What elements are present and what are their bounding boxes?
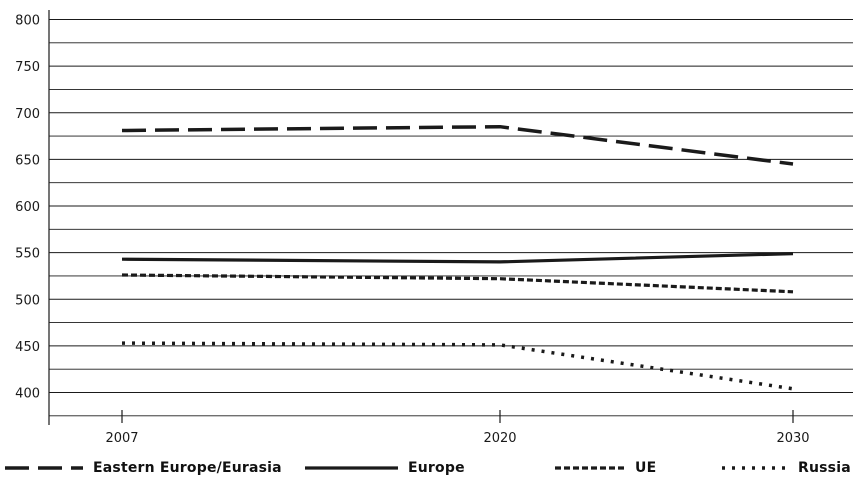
legend-label: Russia	[798, 460, 851, 476]
series-lines	[121, 124, 794, 391]
legend-label: Eastern Europe/Eurasia	[93, 460, 282, 476]
y-tick-label: 800	[15, 14, 40, 29]
legend-item: Europe	[305, 458, 465, 478]
legend-swatch	[722, 466, 788, 470]
y-tick-label: 400	[15, 387, 40, 402]
series-line-1	[121, 252, 794, 264]
legend-label: Europe	[408, 460, 465, 476]
y-tick-label: 650	[15, 153, 40, 168]
gridlines	[49, 19, 853, 417]
legend-item: UE	[555, 458, 656, 478]
x-tick-label: 2030	[776, 431, 809, 446]
legend-item: Eastern Europe/Eurasia	[5, 458, 282, 478]
y-tick-label: 600	[15, 200, 40, 215]
y-tick-label: 700	[15, 107, 40, 122]
x-axis-ticks: 2007 2020 2030	[105, 410, 810, 446]
legend: Eastern Europe/Eurasia Europe UE Russia	[0, 458, 853, 478]
x-tick-label: 2020	[483, 431, 516, 446]
y-tick-label: 550	[15, 247, 40, 262]
y-tick-label: 500	[15, 293, 40, 308]
legend-label: UE	[635, 460, 657, 476]
y-tick-label: 750	[15, 60, 40, 75]
series-line-0	[121, 124, 794, 166]
legend-swatch	[305, 466, 398, 470]
y-tick-label: 450	[15, 340, 40, 355]
legend-swatch	[555, 466, 625, 470]
series-line-2	[121, 273, 794, 294]
y-axis-ticks: 400 450 500 550 600 650 700 750 800	[15, 14, 40, 402]
x-tick-label: 2007	[105, 431, 138, 446]
legend-item: Russia	[722, 458, 851, 478]
legend-swatch	[5, 466, 83, 470]
series-line-3	[121, 341, 794, 391]
